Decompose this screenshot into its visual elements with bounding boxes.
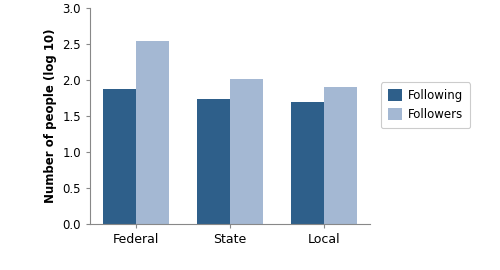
Bar [102,89,136,224]
Bar [292,102,324,224]
Y-axis label: Number of people (log 10): Number of people (log 10) [44,29,57,203]
Legend: Following, Followers: Following, Followers [381,82,470,128]
Bar [230,79,263,224]
Bar [136,41,168,224]
Bar [197,99,230,224]
Bar [324,87,358,224]
